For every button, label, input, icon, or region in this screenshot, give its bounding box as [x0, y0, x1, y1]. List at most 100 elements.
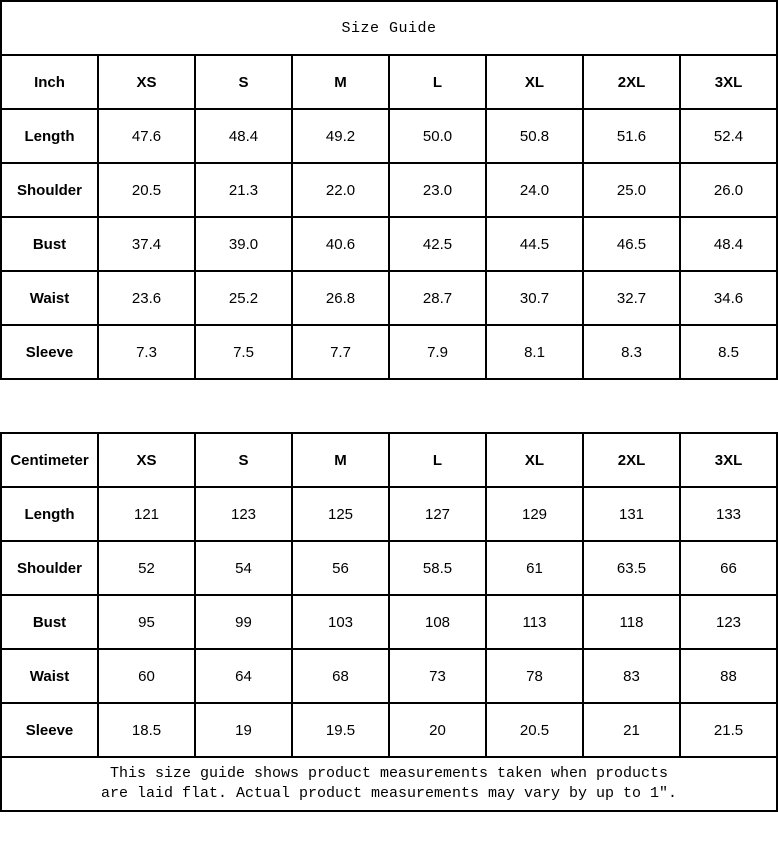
cell-value: 46.5 — [582, 216, 681, 272]
cell-value: 51.6 — [582, 108, 681, 164]
cell-value: 18.5 — [97, 702, 196, 758]
cell-value: 83 — [582, 648, 681, 704]
col-header-2xl: 2XL — [582, 54, 681, 110]
cell-value: 127 — [388, 486, 487, 542]
unit-header-centimeter: Centimeter — [0, 432, 99, 488]
table-row-shoulder: Shoulder 20.5 21.3 22.0 23.0 24.0 25.0 2… — [0, 162, 778, 218]
table-gap — [0, 380, 778, 432]
cell-value: 48.4 — [679, 216, 778, 272]
cell-value: 133 — [679, 486, 778, 542]
cell-value: 56 — [291, 540, 390, 596]
cell-value: 47.6 — [97, 108, 196, 164]
table-row-bust: Bust 37.4 39.0 40.6 42.5 44.5 46.5 48.4 — [0, 216, 778, 272]
size-table-inch: Size Guide Inch XS S M L XL 2XL 3XL Leng… — [0, 0, 778, 380]
cell-value: 58.5 — [388, 540, 487, 596]
cell-value: 7.9 — [388, 324, 487, 380]
cell-value: 25.0 — [582, 162, 681, 218]
row-label-sleeve: Sleeve — [0, 702, 99, 758]
cell-value: 21.5 — [679, 702, 778, 758]
cell-value: 37.4 — [97, 216, 196, 272]
cell-value: 26.0 — [679, 162, 778, 218]
cell-value: 131 — [582, 486, 681, 542]
cell-value: 64 — [194, 648, 293, 704]
cell-value: 52.4 — [679, 108, 778, 164]
cell-value: 40.6 — [291, 216, 390, 272]
cell-value: 7.5 — [194, 324, 293, 380]
cell-value: 66 — [679, 540, 778, 596]
row-label-bust: Bust — [0, 216, 99, 272]
cell-value: 113 — [485, 594, 584, 650]
col-header-s: S — [194, 432, 293, 488]
cell-value: 50.8 — [485, 108, 584, 164]
cell-value: 19 — [194, 702, 293, 758]
table-row-waist: Waist 23.6 25.2 26.8 28.7 30.7 32.7 34.6 — [0, 270, 778, 326]
row-label-length: Length — [0, 486, 99, 542]
cell-value: 20.5 — [97, 162, 196, 218]
cell-value: 20 — [388, 702, 487, 758]
cell-value: 26.8 — [291, 270, 390, 326]
table-row-length: Length 121 123 125 127 129 131 133 — [0, 486, 778, 542]
cell-value: 88 — [679, 648, 778, 704]
cell-value: 52 — [97, 540, 196, 596]
cell-value: 25.2 — [194, 270, 293, 326]
row-label-waist: Waist — [0, 270, 99, 326]
row-label-length: Length — [0, 108, 99, 164]
cell-value: 60 — [97, 648, 196, 704]
cell-value: 44.5 — [485, 216, 584, 272]
cell-value: 123 — [679, 594, 778, 650]
cell-value: 123 — [194, 486, 293, 542]
cell-value: 8.3 — [582, 324, 681, 380]
col-header-2xl: 2XL — [582, 432, 681, 488]
cell-value: 39.0 — [194, 216, 293, 272]
col-header-xl: XL — [485, 432, 584, 488]
table-row-sleeve: Sleeve 18.5 19 19.5 20 20.5 21 21.5 — [0, 702, 778, 758]
cell-value: 8.1 — [485, 324, 584, 380]
col-header-xs: XS — [97, 54, 196, 110]
table-row-shoulder: Shoulder 52 54 56 58.5 61 63.5 66 — [0, 540, 778, 596]
row-label-waist: Waist — [0, 648, 99, 704]
row-label-shoulder: Shoulder — [0, 162, 99, 218]
row-label-bust: Bust — [0, 594, 99, 650]
col-header-l: L — [388, 54, 487, 110]
cell-value: 68 — [291, 648, 390, 704]
unit-header-inch: Inch — [0, 54, 99, 110]
table-row-bust: Bust 95 99 103 108 113 118 123 — [0, 594, 778, 650]
row-label-shoulder: Shoulder — [0, 540, 99, 596]
cell-value: 95 — [97, 594, 196, 650]
footer-note: This size guide shows product measuremen… — [0, 756, 778, 812]
col-header-m: M — [291, 54, 390, 110]
page-title: Size Guide — [0, 0, 778, 56]
centimeter-header-row: Centimeter XS S M L XL 2XL 3XL — [0, 432, 778, 488]
title-row: Size Guide — [0, 0, 778, 56]
cell-value: 34.6 — [679, 270, 778, 326]
table-row-waist: Waist 60 64 68 73 78 83 88 — [0, 648, 778, 704]
footer-note-line2: are laid flat. Actual product measuremen… — [100, 785, 678, 802]
cell-value: 21 — [582, 702, 681, 758]
col-header-xl: XL — [485, 54, 584, 110]
cell-value: 99 — [194, 594, 293, 650]
cell-value: 108 — [388, 594, 487, 650]
cell-value: 32.7 — [582, 270, 681, 326]
footer-row: This size guide shows product measuremen… — [0, 756, 778, 812]
inch-header-row: Inch XS S M L XL 2XL 3XL — [0, 54, 778, 110]
cell-value: 63.5 — [582, 540, 681, 596]
cell-value: 121 — [97, 486, 196, 542]
cell-value: 125 — [291, 486, 390, 542]
col-header-m: M — [291, 432, 390, 488]
cell-value: 7.7 — [291, 324, 390, 380]
cell-value: 118 — [582, 594, 681, 650]
cell-value: 78 — [485, 648, 584, 704]
cell-value: 22.0 — [291, 162, 390, 218]
cell-value: 73 — [388, 648, 487, 704]
cell-value: 20.5 — [485, 702, 584, 758]
cell-value: 129 — [485, 486, 584, 542]
cell-value: 28.7 — [388, 270, 487, 326]
cell-value: 30.7 — [485, 270, 584, 326]
cell-value: 19.5 — [291, 702, 390, 758]
cell-value: 8.5 — [679, 324, 778, 380]
cell-value: 61 — [485, 540, 584, 596]
cell-value: 7.3 — [97, 324, 196, 380]
col-header-s: S — [194, 54, 293, 110]
table-row-length: Length 47.6 48.4 49.2 50.0 50.8 51.6 52.… — [0, 108, 778, 164]
